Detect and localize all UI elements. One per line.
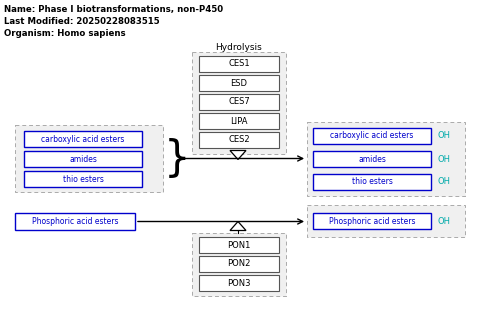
Text: LIPA: LIPA (230, 116, 248, 126)
Text: Organism: Homo sapiens: Organism: Homo sapiens (4, 29, 126, 38)
Text: thio esters: thio esters (62, 175, 103, 183)
FancyBboxPatch shape (192, 52, 286, 154)
FancyBboxPatch shape (24, 171, 142, 187)
FancyBboxPatch shape (15, 125, 163, 192)
Text: Phosphoric acid esters: Phosphoric acid esters (329, 217, 415, 225)
FancyBboxPatch shape (313, 151, 431, 167)
FancyBboxPatch shape (199, 56, 279, 72)
Text: CES7: CES7 (228, 98, 250, 106)
Text: OH: OH (437, 217, 450, 225)
FancyBboxPatch shape (15, 213, 135, 230)
Text: PON3: PON3 (227, 279, 251, 288)
FancyBboxPatch shape (199, 113, 279, 129)
FancyBboxPatch shape (199, 75, 279, 91)
Polygon shape (230, 222, 246, 230)
Text: amides: amides (358, 155, 386, 163)
Text: Phosphoric acid esters: Phosphoric acid esters (32, 217, 118, 226)
FancyBboxPatch shape (192, 233, 286, 296)
FancyBboxPatch shape (199, 256, 279, 272)
Polygon shape (230, 151, 246, 160)
FancyBboxPatch shape (313, 213, 431, 229)
FancyBboxPatch shape (199, 275, 279, 291)
Text: CES2: CES2 (228, 136, 250, 145)
FancyBboxPatch shape (313, 128, 431, 144)
Text: ESD: ESD (230, 79, 248, 88)
FancyBboxPatch shape (313, 174, 431, 190)
Text: amides: amides (69, 155, 97, 163)
FancyBboxPatch shape (199, 237, 279, 253)
Text: Hydrolysis: Hydrolysis (215, 43, 262, 52)
Text: thio esters: thio esters (351, 177, 393, 187)
FancyBboxPatch shape (307, 122, 465, 196)
Text: OH: OH (437, 131, 450, 141)
Text: Last Modified: 20250228083515: Last Modified: 20250228083515 (4, 17, 160, 26)
FancyBboxPatch shape (199, 132, 279, 148)
Text: OH: OH (437, 155, 450, 163)
FancyBboxPatch shape (199, 94, 279, 110)
FancyBboxPatch shape (24, 131, 142, 147)
Text: carboxylic acid esters: carboxylic acid esters (41, 135, 125, 143)
Text: carboxylic acid esters: carboxylic acid esters (330, 131, 414, 141)
Text: CES1: CES1 (228, 59, 250, 69)
Text: PON1: PON1 (228, 240, 251, 249)
FancyBboxPatch shape (24, 151, 142, 167)
FancyBboxPatch shape (307, 205, 465, 237)
Text: }: } (164, 137, 191, 179)
Text: PON2: PON2 (228, 259, 251, 269)
Text: OH: OH (437, 177, 450, 187)
Text: Name: Phase I biotransformations, non-P450: Name: Phase I biotransformations, non-P4… (4, 5, 223, 14)
